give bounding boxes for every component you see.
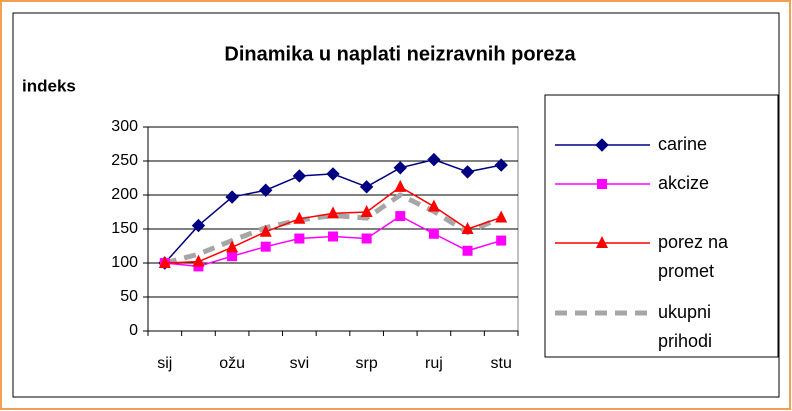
chart-title: Dinamika u naplati neizravnih poreza bbox=[224, 43, 576, 65]
data-point bbox=[192, 254, 205, 267]
data-point bbox=[326, 167, 340, 181]
legend-marker bbox=[596, 236, 608, 248]
y-axis-label: indeks bbox=[22, 76, 76, 95]
data-point bbox=[496, 235, 507, 246]
data-point bbox=[361, 233, 372, 244]
data-point bbox=[495, 210, 508, 223]
data-point bbox=[359, 180, 374, 194]
legend-label: carine bbox=[658, 134, 708, 154]
data-point bbox=[158, 256, 171, 268]
legend-label: ukupni prihodi bbox=[658, 302, 713, 351]
data-point bbox=[394, 179, 407, 192]
legend-label: porez na promet bbox=[658, 232, 729, 281]
data-point bbox=[259, 183, 273, 197]
data-point bbox=[461, 222, 474, 234]
data-point bbox=[225, 190, 239, 204]
data-point bbox=[259, 224, 272, 237]
legend-label: akcize bbox=[658, 173, 710, 193]
data-point bbox=[395, 211, 406, 222]
data-point bbox=[360, 205, 373, 217]
y-tick-label: 300 bbox=[111, 118, 138, 135]
data-point bbox=[294, 233, 305, 244]
legend-marker bbox=[597, 179, 607, 189]
data-point bbox=[328, 231, 338, 242]
data-point bbox=[293, 211, 306, 224]
data-point bbox=[427, 199, 440, 212]
data-point bbox=[462, 245, 473, 256]
legend-marker bbox=[595, 138, 609, 152]
data-point bbox=[427, 152, 441, 167]
y-tick-label: 150 bbox=[111, 220, 138, 237]
x-tick-label: srp bbox=[356, 355, 378, 372]
y-tick-label: 250 bbox=[111, 152, 138, 169]
data-point bbox=[460, 165, 475, 179]
data-point bbox=[393, 161, 407, 175]
x-tick-label: sij bbox=[157, 355, 172, 372]
x-tick-label: ožu bbox=[219, 355, 245, 372]
y-tick-label: 200 bbox=[111, 186, 138, 203]
x-tick-label: ruj bbox=[425, 355, 443, 372]
data-point bbox=[428, 228, 439, 239]
series-line bbox=[164, 192, 503, 266]
data-point bbox=[260, 241, 271, 252]
y-tick-label: 50 bbox=[120, 288, 138, 305]
data-point bbox=[227, 251, 238, 262]
y-tick-label: 100 bbox=[111, 254, 138, 271]
data-point bbox=[226, 240, 239, 253]
data-point bbox=[327, 206, 339, 219]
x-tick-label: stu bbox=[491, 355, 512, 372]
data-point bbox=[292, 169, 307, 183]
x-tick-label: svi bbox=[290, 355, 310, 372]
y-tick-label: 0 bbox=[129, 322, 138, 339]
data-point bbox=[191, 218, 206, 233]
data-point bbox=[494, 158, 508, 172]
